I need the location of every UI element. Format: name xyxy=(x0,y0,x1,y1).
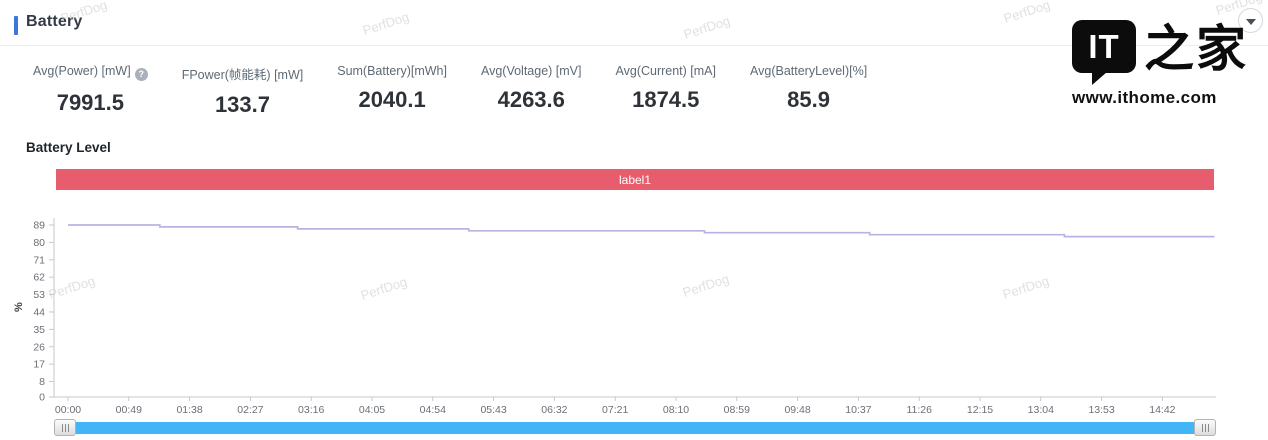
stat-avg-battery-level: Avg(BatteryLevel)[%] 85.9 xyxy=(750,64,867,118)
y-tick-label: 89 xyxy=(33,220,45,232)
y-tick-label: 71 xyxy=(33,254,45,266)
stat-label: Avg(Voltage) [mV] xyxy=(480,64,582,78)
range-handle-right[interactable] xyxy=(1194,419,1216,436)
header-divider xyxy=(0,45,1268,46)
ithome-it-badge: IT xyxy=(1072,20,1136,85)
x-tick-label: 00:49 xyxy=(116,404,142,416)
stat-value: 4263.6 xyxy=(497,87,565,112)
stat-value: 7991.5 xyxy=(56,90,124,115)
y-tick-label: 44 xyxy=(33,306,45,318)
y-tick-label: 17 xyxy=(33,359,45,371)
stat-label: Avg(Power) [mW]? xyxy=(33,64,148,81)
range-handle-left[interactable] xyxy=(54,419,76,436)
x-tick-label: 04:54 xyxy=(420,404,446,416)
x-tick-label: 05:43 xyxy=(480,404,506,416)
y-tick-label: 0 xyxy=(39,392,45,404)
perfdog-watermark-text: PerfDog xyxy=(360,8,411,39)
section-accent-bar xyxy=(14,16,18,35)
x-tick-label: 11:26 xyxy=(906,404,932,416)
chart-label1-band[interactable]: label1 xyxy=(56,169,1214,190)
stat-avg-current: Avg(Current) [mA] 1874.5 xyxy=(616,64,717,118)
x-tick-label: 10:37 xyxy=(845,404,871,416)
stat-value: 2040.1 xyxy=(358,87,426,112)
x-tick-label: 13:04 xyxy=(1028,404,1054,416)
stat-label: Avg(BatteryLevel)[%] xyxy=(750,64,868,78)
stat-value: 85.9 xyxy=(787,87,830,112)
stat-label-text: Avg(Power) [mW] xyxy=(33,64,131,78)
ithome-url: www.ithome.com xyxy=(1072,88,1217,107)
stat-label: Sum(Battery)[mWh] xyxy=(337,64,447,78)
chart-section-title: Battery Level xyxy=(26,140,111,155)
x-tick-label: 08:59 xyxy=(724,404,750,416)
x-tick-label: 07:21 xyxy=(602,404,628,416)
collapse-panel-button[interactable] xyxy=(1238,8,1263,33)
x-tick-label: 03:16 xyxy=(298,404,324,416)
y-tick-label: 35 xyxy=(33,324,45,336)
page-title: Battery xyxy=(26,13,83,30)
stat-avg-power: Avg(Power) [mW]? 7991.5 xyxy=(33,64,148,118)
speech-bubble-tail xyxy=(1092,72,1107,85)
y-tick-label: 80 xyxy=(33,237,45,249)
x-tick-label: 08:10 xyxy=(663,404,689,416)
x-tick-label: 04:05 xyxy=(359,404,385,416)
perfdog-watermark-text: PerfDog xyxy=(1001,0,1052,27)
chevron-down-icon xyxy=(1245,18,1256,25)
x-tick-label: 12:15 xyxy=(967,404,993,416)
scrollbar-track[interactable] xyxy=(55,422,1215,434)
x-tick-label: 02:27 xyxy=(237,404,263,416)
x-tick-label: 09:48 xyxy=(784,404,810,416)
x-tick-label: 01:38 xyxy=(176,404,202,416)
x-tick-label: 14:42 xyxy=(1149,404,1175,416)
stat-value: 1874.5 xyxy=(632,87,700,112)
ithome-zhijia-text: 之家 xyxy=(1144,19,1248,78)
stat-label: FPower(帧能耗) [mW] xyxy=(181,68,304,82)
x-tick-label: 00:00 xyxy=(55,404,81,416)
perfdog-watermark-text: PerfDog xyxy=(681,12,732,43)
y-axis-label: % xyxy=(13,302,25,312)
y-tick-label: 62 xyxy=(33,272,45,284)
stat-value: 133.7 xyxy=(214,92,270,117)
x-tick-label: 06:32 xyxy=(541,404,567,416)
y-tick-label: 26 xyxy=(33,341,45,353)
battery-level-line-chart[interactable]: 0 8 17 26 35 44 53 62 71 80 89% 00:00 00:49 01:38 02:2… xyxy=(0,200,1268,418)
ithome-logo: IT 之家 www.ithome.com xyxy=(1072,20,1262,108)
help-icon[interactable]: ? xyxy=(134,68,148,81)
label1-text: label1 xyxy=(618,172,652,187)
stat-fpower: FPower(帧能耗) [mW] 133.7 xyxy=(182,64,304,118)
y-tick-label: 8 xyxy=(39,376,45,388)
y-tick-label: 53 xyxy=(33,289,45,301)
stat-label: Avg(Current) [mA] xyxy=(615,64,717,78)
chart-range-scrollbar[interactable] xyxy=(54,419,1216,436)
stat-sum-battery: Sum(Battery)[mWh] 2040.1 xyxy=(337,64,447,118)
battery-level-series-line xyxy=(68,224,1215,238)
stat-avg-voltage: Avg(Voltage) [mV] 4263.6 xyxy=(481,64,582,118)
battery-stats-row: Avg(Power) [mW]? 7991.5 FPower(帧能耗) [mW]… xyxy=(33,64,867,118)
ithome-it-text: IT xyxy=(1088,27,1120,65)
x-tick-label: 13:53 xyxy=(1088,404,1114,416)
